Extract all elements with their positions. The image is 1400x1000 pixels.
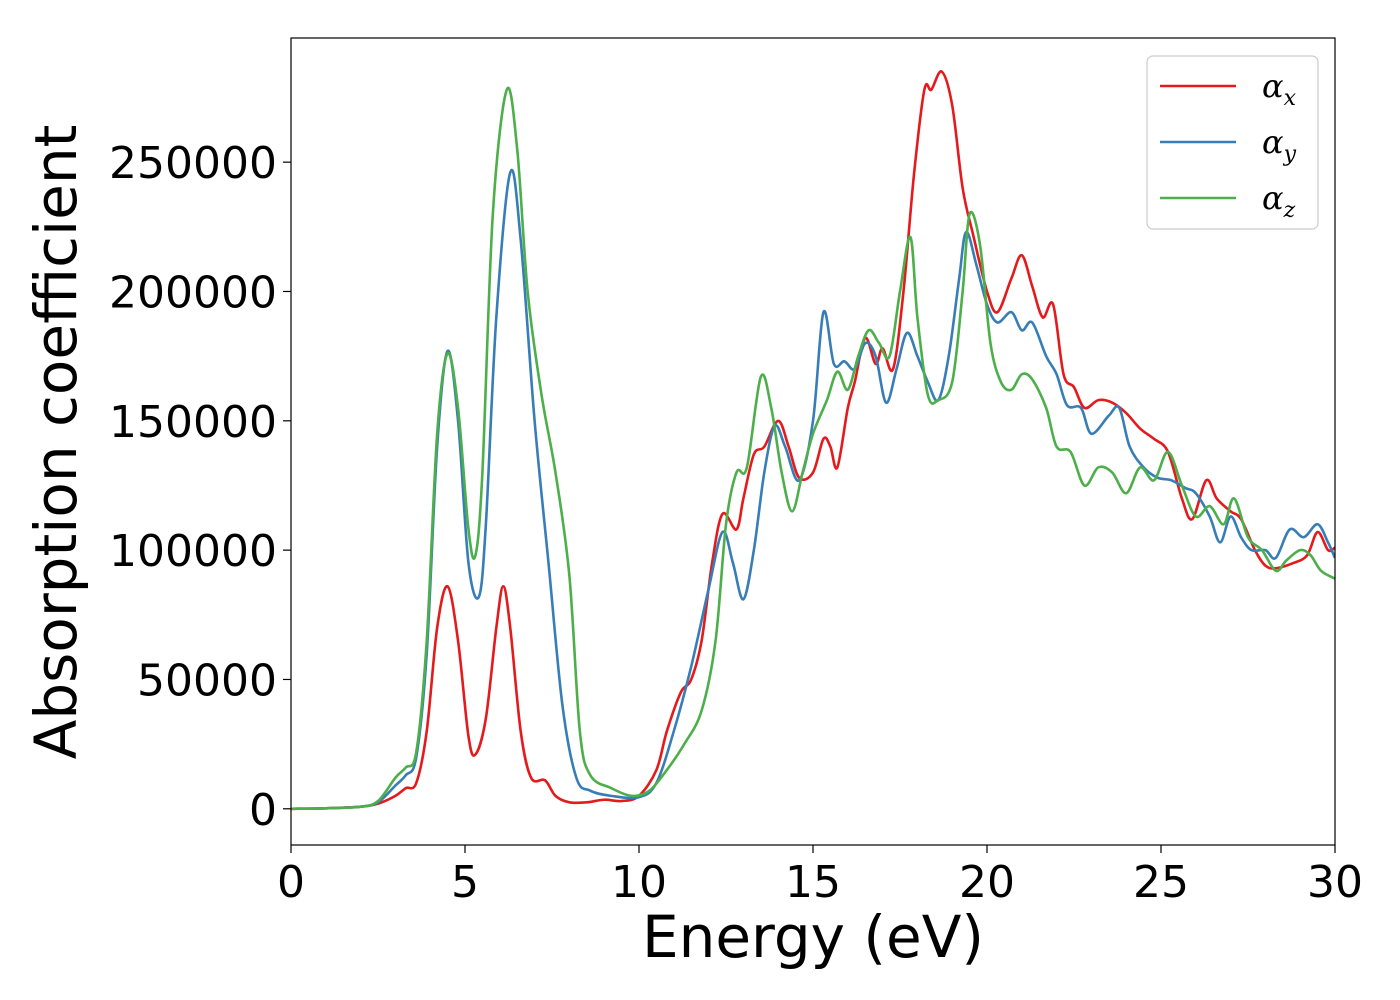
x-tick-label: 5 xyxy=(451,857,479,908)
axis-ticks: 0 5 10 15 20 25 30 0 50000 100000 150000 200000 2500… xyxy=(109,138,1363,908)
y-tick-label: 200000 xyxy=(109,267,277,318)
x-tick-label: 15 xyxy=(785,857,841,908)
legend-label-x: αx xyxy=(1262,67,1297,111)
x-tick-label: 20 xyxy=(959,857,1015,908)
series-line-z xyxy=(291,86,1335,811)
y-tick-label: 50000 xyxy=(137,655,277,706)
legend: αx αy αz xyxy=(1146,55,1319,230)
x-tick-label: 10 xyxy=(611,857,667,908)
legend-label-y: αy xyxy=(1262,123,1297,167)
x-axis-label: Energy (eV) xyxy=(642,903,984,971)
y-tick-label: 100000 xyxy=(109,526,277,577)
x-tick-label: 30 xyxy=(1307,857,1363,908)
legend-label-z: αz xyxy=(1262,179,1296,223)
y-tick-label: 150000 xyxy=(109,397,277,448)
x-tick-label: 0 xyxy=(277,857,305,908)
y-axis-label: Absorption coefficient xyxy=(22,125,90,760)
y-tick-label: 250000 xyxy=(109,138,277,189)
y-tick-label: 0 xyxy=(249,785,277,836)
plot-frame xyxy=(290,37,1336,846)
series-line-y xyxy=(291,168,1335,811)
series-line-x xyxy=(291,70,1335,811)
x-tick-label: 25 xyxy=(1133,857,1189,908)
